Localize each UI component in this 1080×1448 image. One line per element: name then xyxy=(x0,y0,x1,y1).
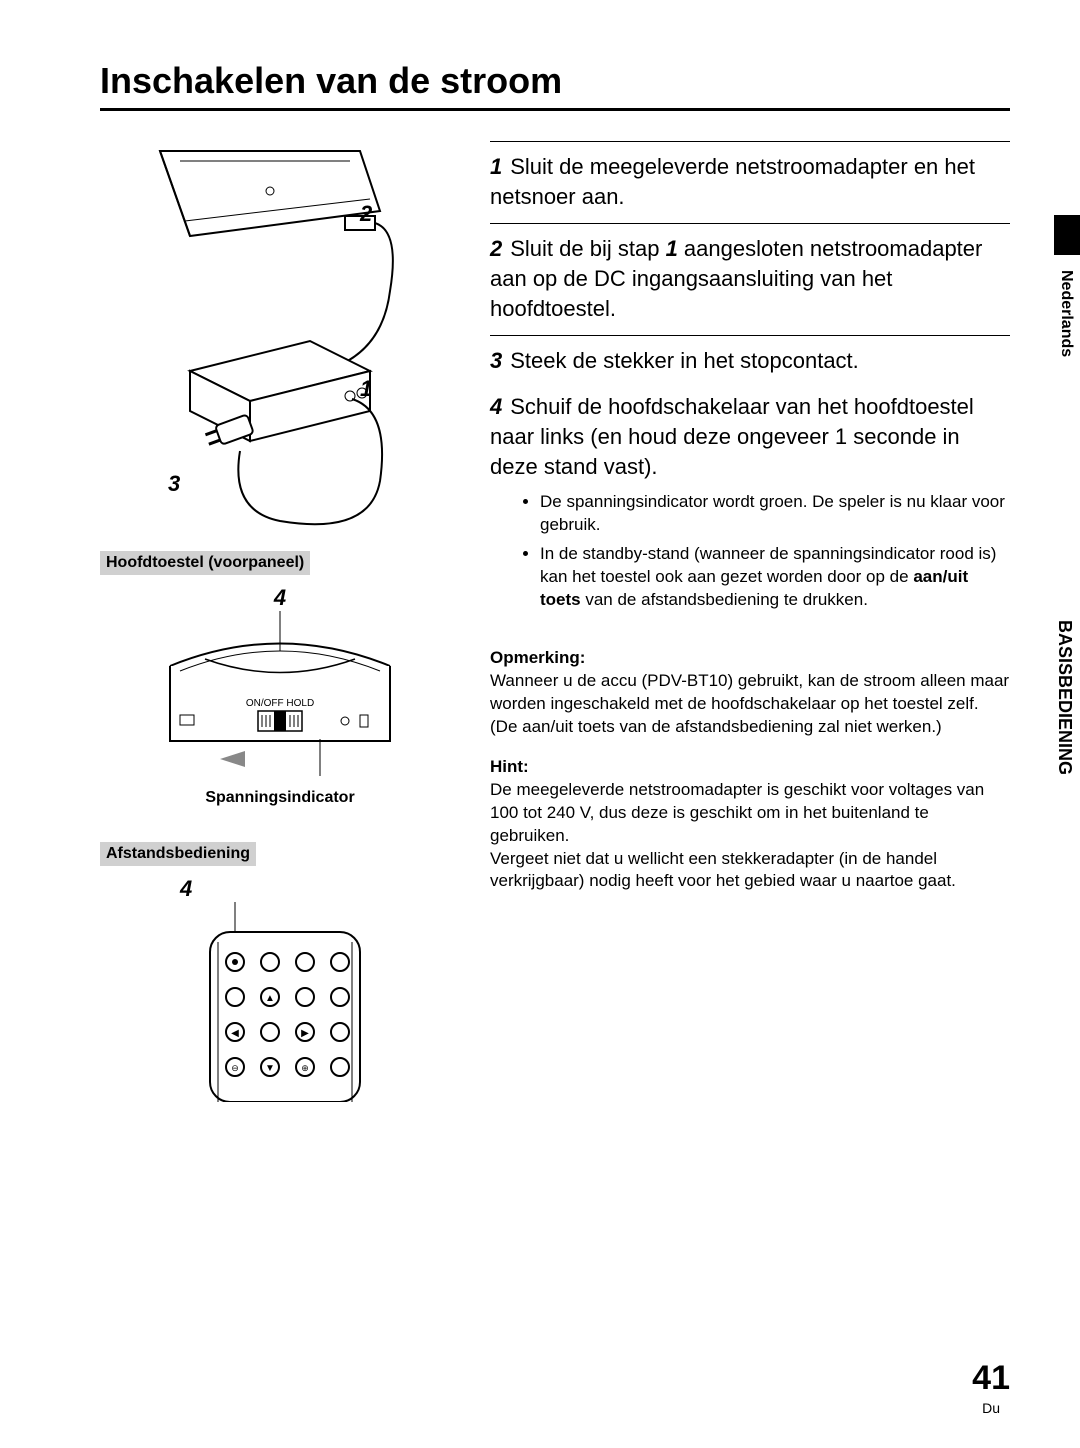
step-2-num: 2 xyxy=(490,236,502,261)
switch-label-text: ON/OFF HOLD xyxy=(246,698,314,709)
figure-label-remote: Afstandsbediening xyxy=(100,842,256,866)
step-4-bullet-1: De spanningsindicator wordt groen. De sp… xyxy=(540,491,1010,537)
step-1: 1Sluit de meegeleverde netstroomadapter … xyxy=(490,141,1010,223)
step-1-num: 1 xyxy=(490,154,502,179)
edge-marker xyxy=(1054,215,1080,255)
left-column: 2 1 3 Hoofdtoestel (voorpaneel) 4 ON/OFF… xyxy=(100,141,460,1102)
svg-text:◀: ◀ xyxy=(231,1028,239,1039)
svg-text:▼: ▼ xyxy=(265,1063,275,1074)
diagram-remote: 4 ▲ ◀ ▶ xyxy=(100,876,460,1102)
note-opmerking-heading: Opmerking: xyxy=(490,648,1010,668)
step-2: 2Sluit de bij stap 1 aangesloten netstro… xyxy=(490,223,1010,335)
figure-label-front-panel: Hoofdtoestel (voorpaneel) xyxy=(100,551,310,575)
step-4-num: 4 xyxy=(490,394,502,419)
callout-1: 1 xyxy=(360,376,372,402)
diagram-adapter: 2 1 3 xyxy=(100,141,460,541)
page-language-code: Du xyxy=(982,1400,1000,1416)
step-4: 4Schuif de hoofdschakelaar van het hoofd… xyxy=(490,388,1010,630)
caption-indicator: Spanningsindicator xyxy=(100,789,460,807)
svg-text:▶: ▶ xyxy=(301,1028,309,1039)
page-number: 41 xyxy=(972,1359,1010,1398)
step-4-text: Schuif de hoofdschakelaar van het hoofdt… xyxy=(490,394,974,478)
diagram-front-panel: 4 ON/OFF HOLD xyxy=(100,585,460,807)
remote-illustration: ▲ ◀ ▶ ⊖ ▼ ⊕ xyxy=(180,902,380,1102)
step-4-bullet-2: In de standby-stand (wanneer de spanning… xyxy=(540,543,1010,612)
note-hint-heading: Hint: xyxy=(490,757,1010,777)
callout-3: 3 xyxy=(168,471,180,497)
side-tab-language: Nederlands xyxy=(1057,270,1075,357)
callout-4b: 4 xyxy=(180,876,192,901)
front-panel-illustration: ON/OFF HOLD xyxy=(150,611,410,781)
note-hint-body: De meegeleverde netstroomadapter is gesc… xyxy=(490,779,1010,894)
svg-text:⊕: ⊕ xyxy=(301,1063,309,1073)
callout-4a: 4 xyxy=(274,585,286,610)
right-column: 1Sluit de meegeleverde netstroomadapter … xyxy=(490,141,1010,1102)
step-2-text-a: Sluit de bij stap xyxy=(510,236,665,261)
step-3-text: Steek de stekker in het stopcontact. xyxy=(510,348,859,373)
step-3: 3 Steek de stekker in het stopcontact. xyxy=(490,335,1010,388)
step-3-num: 3 xyxy=(490,348,502,373)
step-2-ref: 1 xyxy=(666,236,678,261)
callout-2: 2 xyxy=(360,201,372,227)
svg-text:▲: ▲ xyxy=(265,993,275,1004)
page-title: Inschakelen van de stroom xyxy=(100,60,1010,111)
bullet2-post: van de afstandsbediening te drukken. xyxy=(581,590,868,609)
step-1-text: Sluit de meegeleverde netstroomadapter e… xyxy=(490,154,975,209)
side-tab-section: BASISBEDIENING xyxy=(1054,620,1075,775)
note-opmerking-body: Wanneer u de accu (PDV-BT10) gebruikt, k… xyxy=(490,670,1010,739)
svg-text:⊖: ⊖ xyxy=(231,1063,239,1073)
